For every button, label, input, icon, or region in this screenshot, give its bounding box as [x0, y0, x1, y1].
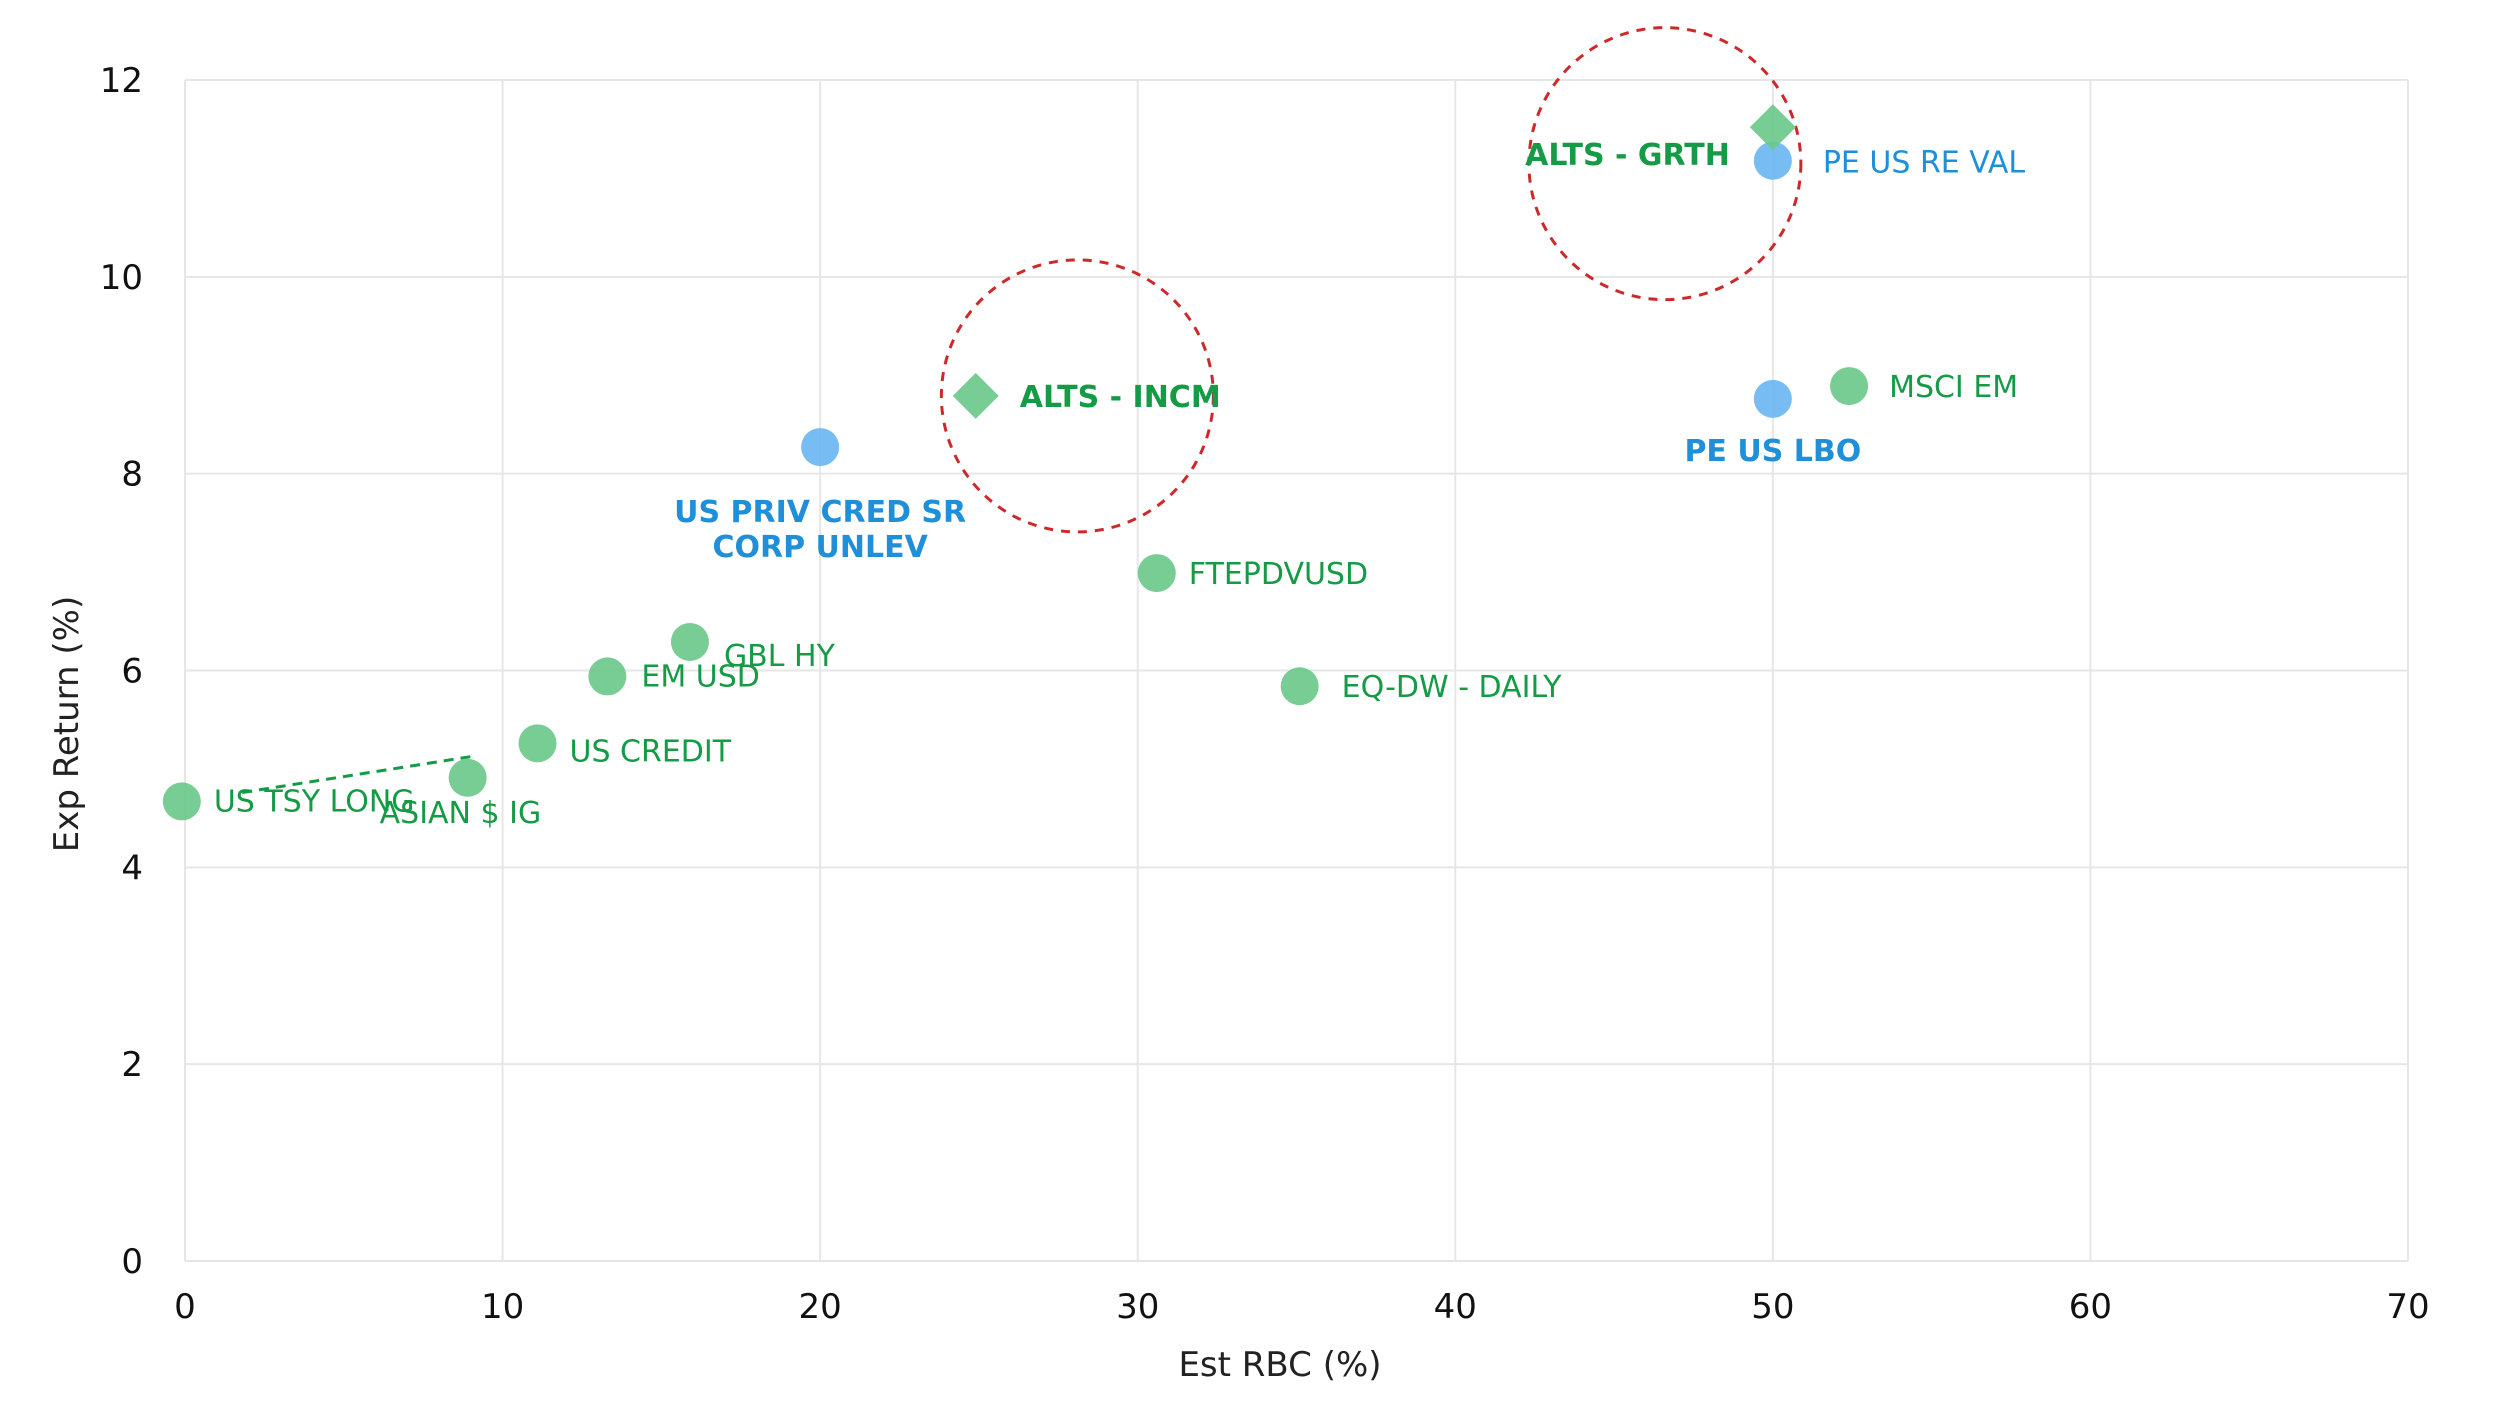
diamond-marker: [1749, 104, 1796, 151]
circle-marker: [670, 622, 709, 661]
x-tick-label: 10: [481, 1287, 524, 1327]
x-tick-label: 0: [174, 1287, 196, 1327]
circle-marker: [1753, 379, 1792, 418]
dashed-connector: [241, 754, 475, 795]
y-axis-title: Exp Return (%): [47, 596, 87, 852]
y-axis: 0 2 4 6 8 10 12: [100, 61, 143, 1282]
chart-grid: [184, 79, 2409, 1262]
circle-marker: [448, 758, 487, 797]
point-label: US CREDIT: [570, 734, 732, 769]
highlight-layer: [939, 26, 1803, 534]
circle-marker: [1753, 141, 1792, 180]
x-tick-label: 50: [1751, 1287, 1794, 1327]
circle-marker: [162, 782, 201, 821]
y-tick-label: 8: [121, 455, 143, 495]
point-label: ALTS - INCM: [1020, 380, 1221, 415]
data-points: [162, 104, 1869, 821]
point-label: US TSY LONG: [214, 784, 415, 819]
x-axis: 0 10 20 30 40 50 60 70: [174, 1287, 2429, 1327]
x-tick-label: 70: [2386, 1287, 2429, 1327]
circle-marker: [588, 657, 627, 696]
point-label: ASIAN $ IG: [380, 796, 542, 831]
y-tick-label: 6: [121, 652, 143, 692]
point-label: ALTS - GRTH: [1525, 138, 1730, 173]
highlight-circle: [939, 258, 1215, 534]
x-tick-label: 40: [1434, 1287, 1477, 1327]
diamond-marker: [952, 372, 999, 419]
x-axis-title: Est RBC (%): [1178, 1345, 1381, 1385]
highlight-circle: [1527, 26, 1803, 302]
circle-marker: [1280, 667, 1319, 706]
point-label: EM USD: [641, 659, 759, 694]
y-tick-label: 4: [121, 848, 143, 888]
y-tick-label: 0: [121, 1242, 143, 1282]
connector-layer: [241, 754, 475, 795]
y-tick-label: 2: [121, 1045, 143, 1085]
x-tick-label: 30: [1116, 1287, 1159, 1327]
circle-marker: [518, 724, 557, 763]
point-label-line: CORP UNLEV: [712, 530, 928, 565]
circle-marker: [801, 428, 840, 467]
y-tick-label: 12: [100, 61, 143, 101]
point-label: GBL HY: [724, 639, 836, 674]
circle-marker: [1137, 554, 1176, 593]
x-tick-label: 60: [2069, 1287, 2112, 1327]
point-label: FTEPDVUSD: [1189, 557, 1368, 592]
point-label: PE US RE VAL: [1823, 146, 2026, 181]
point-label: PE US LBO: [1684, 434, 1861, 469]
point-label-line: US PRIV CRED SR: [674, 495, 966, 530]
x-tick-label: 20: [799, 1287, 842, 1327]
circle-marker: [1830, 367, 1869, 406]
y-tick-label: 10: [100, 258, 143, 298]
point-label: US PRIV CRED SR CORP UNLEV: [674, 495, 966, 565]
point-label: EQ-DW - DAILY: [1342, 670, 1563, 705]
point-label: MSCI EM: [1889, 370, 2018, 405]
